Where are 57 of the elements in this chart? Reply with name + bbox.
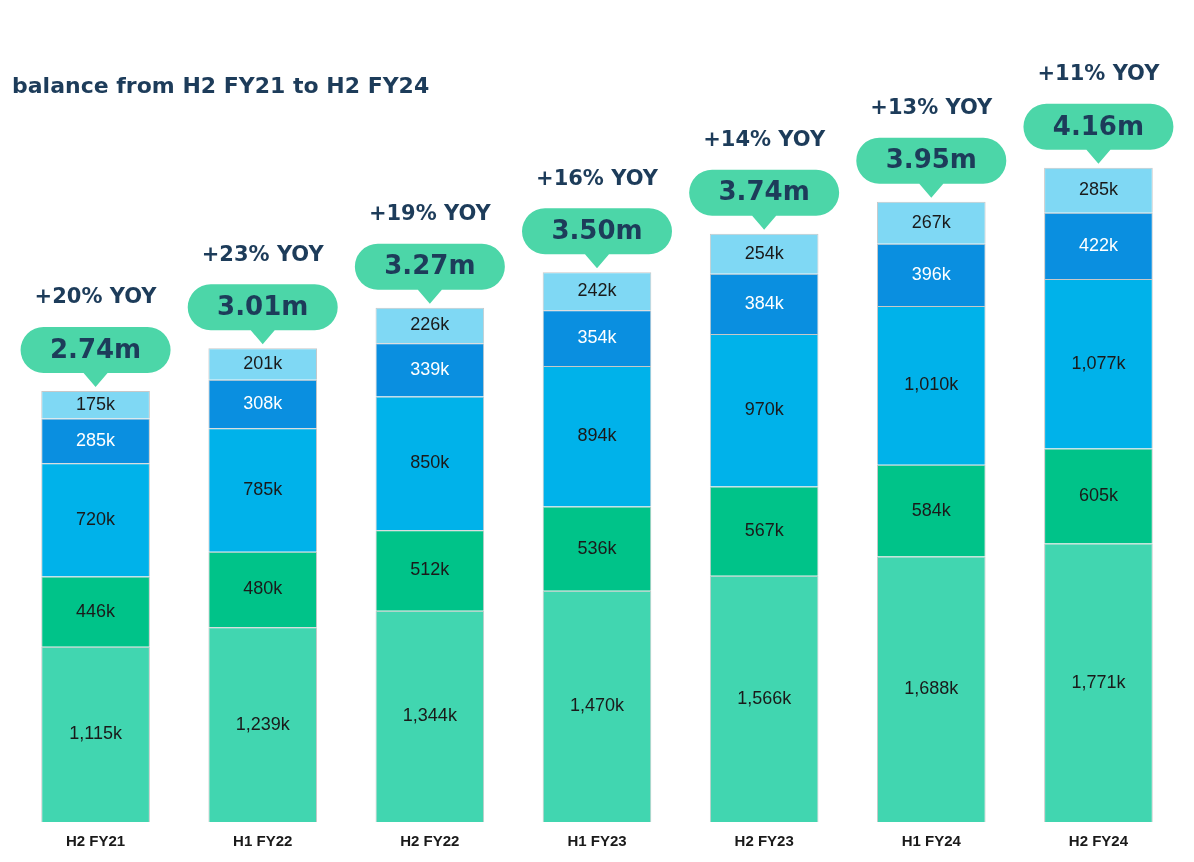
data-label: 422k bbox=[1078, 234, 1119, 255]
x-tick-label: H2 FY21 bbox=[65, 832, 126, 850]
x-tick-label: H2 FY23 bbox=[734, 832, 794, 850]
data-label: 1,010k bbox=[904, 374, 960, 395]
data-label: 1,688k bbox=[904, 678, 960, 699]
data-label: 1,470k bbox=[569, 695, 626, 716]
data-label: 720k bbox=[76, 508, 117, 529]
data-label: 850k bbox=[410, 452, 451, 473]
data-label: 285k bbox=[1078, 179, 1119, 200]
data-label: 254k bbox=[744, 242, 785, 263]
data-label: 308k bbox=[243, 393, 284, 414]
total-label: 3.95m bbox=[885, 144, 977, 175]
data-label: 1,239k bbox=[235, 713, 291, 734]
chart-title: balance from H2 FY21 to H2 FY24 bbox=[12, 72, 430, 98]
data-label: 175k bbox=[76, 393, 117, 414]
data-label: 584k bbox=[911, 499, 952, 520]
data-label: 1,771k bbox=[1071, 671, 1127, 692]
total-label: 3.01m bbox=[217, 290, 309, 321]
data-label: 384k bbox=[744, 292, 785, 313]
x-tick-label: H1 FY22 bbox=[233, 832, 293, 850]
x-tick-label: H2 FY22 bbox=[400, 832, 460, 850]
data-label: 785k bbox=[243, 478, 284, 499]
data-label: 536k bbox=[577, 537, 618, 558]
annotation: +20% YOY bbox=[34, 284, 158, 309]
data-label: 1,077k bbox=[1071, 352, 1127, 373]
total-label: 4.16m bbox=[1052, 110, 1145, 141]
total-label: 2.74m bbox=[49, 333, 142, 364]
data-label: 242k bbox=[577, 280, 618, 301]
annotation: +19% YOY bbox=[368, 201, 492, 226]
data-label: 567k bbox=[744, 520, 785, 541]
x-tick-label: H1 FY24 bbox=[901, 832, 962, 850]
data-label: 354k bbox=[577, 327, 618, 348]
data-label: 339k bbox=[410, 358, 451, 379]
total-label: 3.50m bbox=[551, 215, 643, 246]
data-label: 446k bbox=[76, 600, 117, 621]
data-label: 894k bbox=[577, 425, 618, 446]
text: +14% YOY bbox=[703, 127, 826, 152]
text: +11% YOY bbox=[1037, 61, 1161, 86]
text: +13% YOY bbox=[870, 95, 994, 120]
total-label: 3.74m bbox=[718, 176, 810, 207]
data-label: 605k bbox=[1078, 484, 1119, 505]
data-label: 201k bbox=[243, 352, 284, 373]
data-label: 226k bbox=[410, 314, 451, 335]
data-label: 396k bbox=[911, 263, 952, 284]
data-label: 285k bbox=[76, 429, 117, 450]
data-label: 267k bbox=[911, 211, 952, 232]
data-label: 512k bbox=[410, 559, 451, 580]
data-label: 1,115k bbox=[69, 723, 123, 744]
annotation: +23% YOY bbox=[201, 241, 325, 266]
data-label: 1,344k bbox=[402, 705, 458, 726]
data-label: 480k bbox=[243, 578, 284, 599]
data-label: 1,566k bbox=[737, 687, 793, 708]
x-tick-label: H1 FY23 bbox=[567, 832, 627, 850]
data-label: 970k bbox=[744, 399, 785, 420]
annotation: +16% YOY bbox=[536, 165, 659, 190]
x-tick-label: H2 FY24 bbox=[1068, 832, 1129, 850]
total-label: 3.27m bbox=[384, 250, 476, 281]
